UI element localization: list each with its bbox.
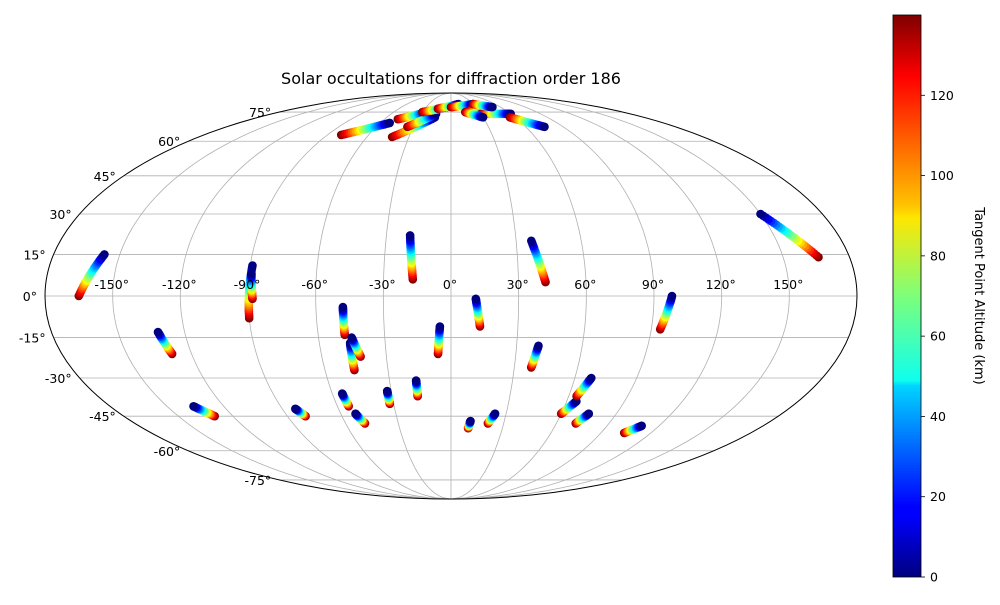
occultation-point [587,373,596,383]
occultation-point [756,209,765,219]
occultation-point [411,376,421,385]
colorbar-tick-label: 100 [930,168,954,183]
occultation-point [347,333,356,342]
longitude-tick-label: 30° [507,277,529,292]
occultation-point [351,409,360,419]
longitude-tick-label: 0° [443,277,457,292]
longitude-tick-label: -90° [234,277,261,292]
colorbar-tick-label: 120 [930,88,954,103]
occultation-point [382,386,392,396]
colorbar-tick-label: 20 [930,489,946,504]
latitude-tick-label: 30° [49,207,71,222]
colorbar-label: Tangent Point Altitude (km) [971,206,986,384]
occultation-point [385,118,395,128]
longitude-tick-labels: -150° -120° -90° -60° -30° 0° 30° 60° 90° 120° 150… [94,277,803,292]
longitude-tick-label: -120° [162,277,197,292]
occultation-point [527,236,536,246]
occultation-point [248,261,257,270]
occultation-point [189,402,198,411]
longitude-tick-label: 60° [574,277,596,292]
occultation-point [247,269,256,279]
longitude-tick-label: 120° [706,277,736,292]
occultation-point [466,416,475,426]
latitude-tick-label: 60° [158,134,180,149]
colorbar-tick-label: 80 [930,248,946,263]
occultation-point [637,421,646,431]
occultation-point [490,409,500,419]
occultation-point [667,291,677,301]
occultation-point [291,404,300,414]
latitude-tick-label: 15° [23,247,45,262]
colorbar-ticks: 0 20 40 60 80 100 120 [921,88,954,585]
longitude-tick-label: -150° [94,277,129,292]
occultation-point [337,389,347,398]
latitude-tick-label: -30° [45,371,72,386]
latitude-tick-label: -60° [154,444,181,459]
occultation-point [471,294,481,304]
colorbar-tick-label: 40 [930,409,946,424]
latitude-tick-labels: 75° 60° 45° 30° 15° 0° -15° -30° -45° -60° -75° [19,105,271,488]
chart-title: Solar occultations for diffraction order… [281,69,621,88]
occultation-point [100,250,109,259]
longitude-tick-label: 150° [773,277,803,292]
longitude-tick-label: -30° [369,277,396,292]
occultation-point [488,102,497,112]
longitude-tick-label: 90° [642,277,664,292]
occultation-point [435,322,445,331]
occultation-point [584,409,594,419]
occultation-tracks [74,99,823,438]
latitude-tick-label: 45° [94,169,116,184]
latitude-tick-label: -15° [19,331,46,346]
occultation-point [405,231,415,240]
map-boundary [44,92,858,500]
occultation-point [540,122,549,132]
latitude-tick-label: -75° [245,473,272,488]
latitude-tick-label: 0° [23,289,37,304]
latitude-tick-label: 75° [249,105,271,120]
graticule [45,93,857,499]
occultation-point [478,113,488,122]
occultation-point [153,327,163,337]
occultation-point [534,341,543,351]
longitude-tick-label: -60° [301,277,328,292]
occultation-point [338,302,348,312]
colorbar [892,14,922,578]
colorbar-tick-label: 0 [930,570,938,585]
colorbar-tick-label: 60 [930,329,946,344]
latitude-tick-label: -45° [89,409,116,424]
